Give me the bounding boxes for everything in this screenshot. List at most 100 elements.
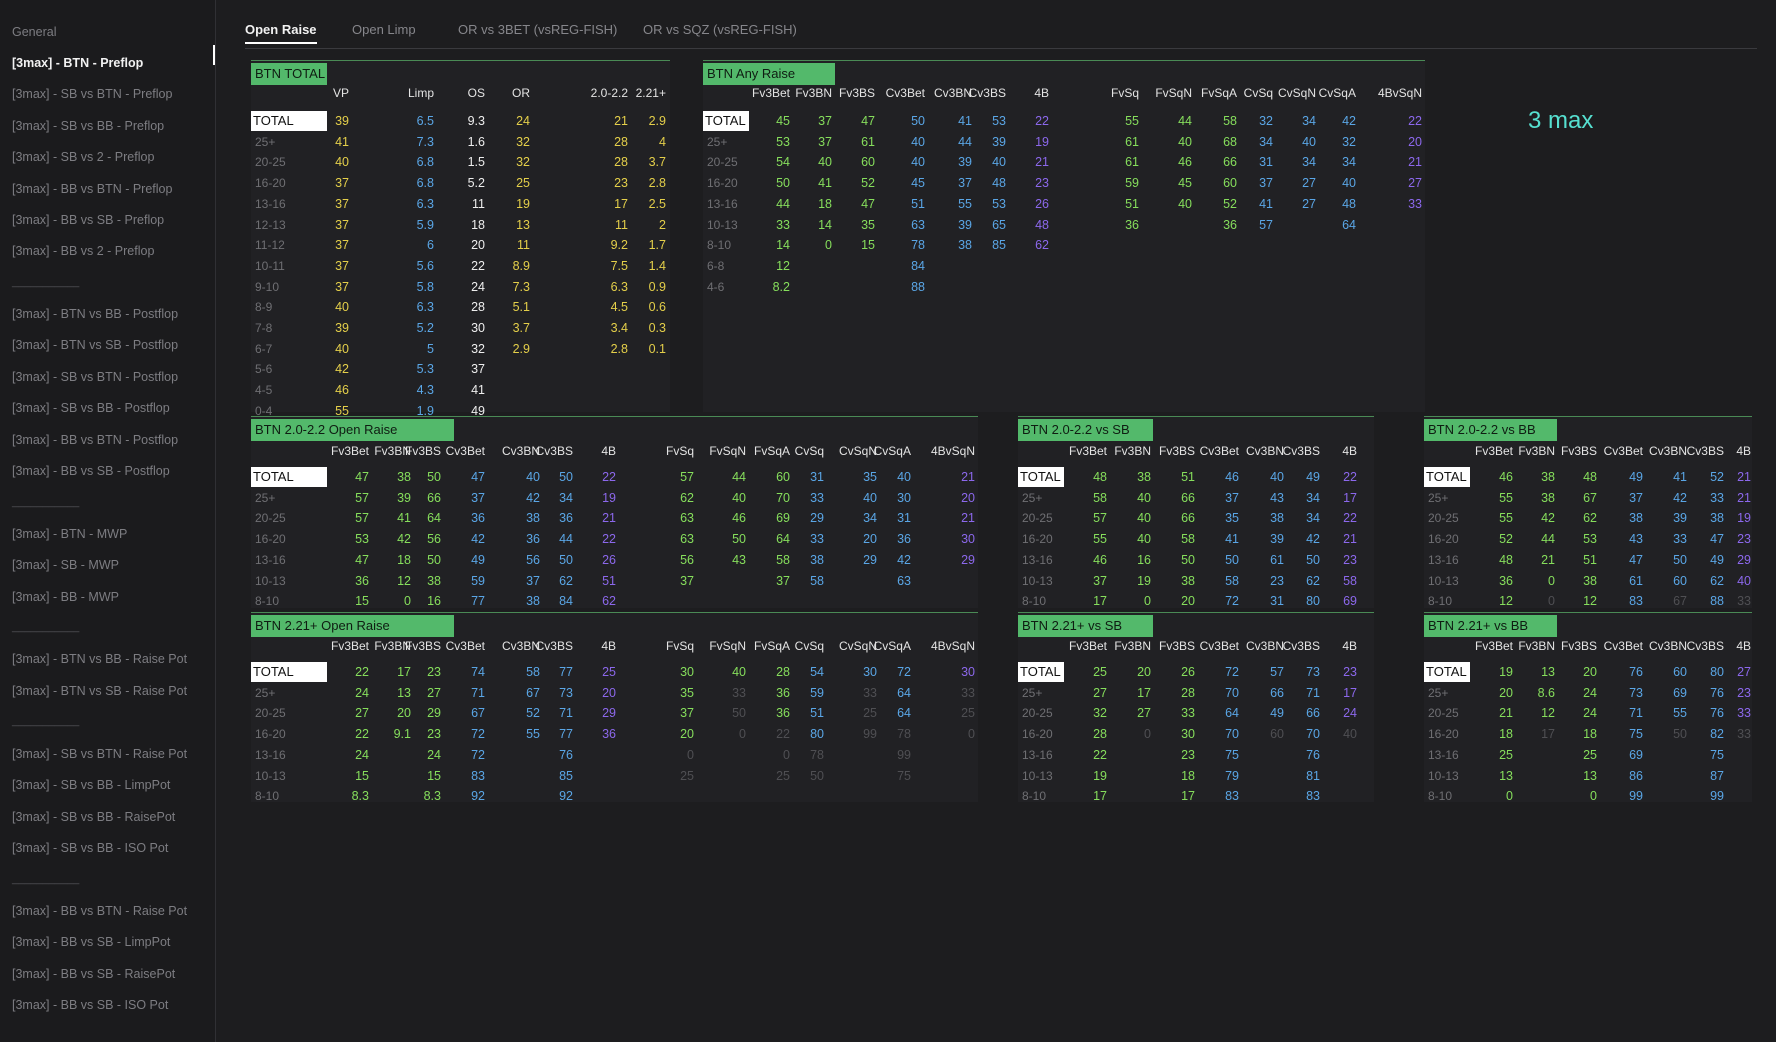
- stat-cell: 38: [427, 573, 441, 588]
- column-header: CvSq: [794, 444, 824, 458]
- sidebar-separator: ___________: [12, 496, 80, 508]
- stat-cell: 21: [1737, 490, 1751, 505]
- sidebar-item[interactable]: [3max] - SB vs BB - Preflop: [12, 119, 165, 133]
- stat-cell: 72: [1225, 594, 1239, 609]
- column-header: Fv3BN: [1518, 444, 1555, 458]
- sidebar-item[interactable]: [3max] - BB vs SB - ISO Pot: [12, 998, 169, 1012]
- sidebar-item[interactable]: [3max] - BB vs SB - LimpPot: [12, 935, 171, 949]
- column-header: FvSqA: [753, 639, 790, 653]
- stat-cell: 2.8: [610, 341, 628, 356]
- sidebar-item[interactable]: General: [12, 25, 57, 39]
- sidebar-item[interactable]: [3max] - BTN - Preflop: [12, 56, 144, 70]
- total-row-label: TOTAL: [703, 111, 749, 131]
- sidebar-item[interactable]: [3max] - BB - MWP: [12, 590, 119, 604]
- sidebar-item[interactable]: [3max] - SB vs BB - LimpPot: [12, 778, 171, 792]
- stat-cell: 52: [1710, 470, 1724, 484]
- stat-cell: 19: [1499, 665, 1513, 679]
- stat-cell: 47: [1710, 532, 1724, 547]
- stat-cell: 27: [1093, 685, 1107, 700]
- sidebar-item[interactable]: [3max] - BB vs BTN - Raise Pot: [12, 904, 188, 918]
- stat-cell: 47: [1629, 552, 1643, 567]
- stat-cell: 48: [992, 176, 1006, 191]
- stat-cell: 34: [1302, 114, 1316, 128]
- stat-cell: 88: [1710, 594, 1724, 609]
- stat-cell: 21: [1035, 155, 1049, 170]
- row-label: 13-16: [255, 552, 286, 567]
- sidebar-item[interactable]: [3max] - SB vs BTN - Preflop: [12, 87, 173, 101]
- row-label: 10-13: [255, 768, 286, 783]
- stat-cell: 40: [992, 155, 1006, 170]
- stat-cell: 51: [911, 196, 925, 211]
- sidebar-item[interactable]: [3max] - SB vs BTN - Postflop: [12, 370, 179, 384]
- stat-cell: 6.5: [416, 114, 434, 128]
- sidebar-item[interactable]: [3max] - BB vs BTN - Postflop: [12, 433, 179, 447]
- row-label: 9-10: [255, 279, 280, 294]
- sidebar-item[interactable]: [3max] - SB vs BB - ISO Pot: [12, 841, 169, 855]
- sidebar-item[interactable]: [3max] - SB vs BTN - Raise Pot: [12, 747, 188, 761]
- stat-cell: 20: [1583, 665, 1597, 679]
- stat-cell: 27: [1302, 196, 1316, 211]
- tab-or-vs-sqz-vsreg-fish[interactable]: OR vs SQZ (vsREG-FISH): [643, 22, 797, 37]
- stat-cell: 26: [602, 552, 616, 567]
- stat-cell: 35: [863, 470, 877, 484]
- sidebar-item[interactable]: [3max] - SB vs BB - Postflop: [12, 401, 170, 415]
- sidebar-item[interactable]: [3max] - BTN vs BB - Postflop: [12, 307, 179, 321]
- row-label: 25+: [255, 685, 276, 700]
- stat-cell: 34: [1306, 511, 1320, 526]
- stat-cell: 46: [335, 383, 349, 398]
- sidebar-item[interactable]: [3max] - BTN vs SB - Raise Pot: [12, 684, 188, 698]
- stat-cell: 40: [911, 134, 925, 149]
- stat-cell: 8.3: [423, 789, 441, 804]
- row-label: 16-20: [255, 727, 286, 742]
- stat-cell: 29: [810, 511, 824, 526]
- sidebar-item[interactable]: [3max] - BTN vs SB - Postflop: [12, 338, 179, 352]
- stat-cell: 15: [861, 238, 875, 253]
- column-header: Cv3BN: [501, 444, 540, 458]
- stat-cell: 72: [471, 747, 485, 762]
- stat-cell: 77: [559, 727, 573, 742]
- sidebar-item[interactable]: [3max] - SB vs 2 - Preflop: [12, 150, 155, 164]
- stat-cell: 37: [335, 196, 349, 211]
- stat-cell: 29: [602, 706, 616, 721]
- tab-open-raise[interactable]: Open Raise: [245, 22, 317, 44]
- stat-cell: 42: [397, 532, 411, 547]
- stat-cell: 18: [1583, 727, 1597, 742]
- sidebar-item[interactable]: [3max] - BB vs BTN - Preflop: [12, 182, 173, 196]
- sidebar-item[interactable]: [3max] - SB - MWP: [12, 558, 119, 572]
- column-header: 4B: [1736, 444, 1751, 458]
- stat-cell: 24: [1583, 706, 1597, 721]
- stat-cell: 37: [335, 217, 349, 232]
- stat-cell: 21: [961, 470, 975, 484]
- stat-cell: 61: [1125, 134, 1139, 149]
- stat-cell: 88: [911, 279, 925, 294]
- sidebar-item[interactable]: [3max] - BB vs 2 - Preflop: [12, 244, 155, 258]
- sidebar-item[interactable]: [3max] - BTN vs BB - Raise Pot: [12, 652, 188, 666]
- stat-cell: 37: [335, 258, 349, 273]
- stat-cell: 60: [1270, 727, 1284, 742]
- stat-cell: 20: [1408, 134, 1422, 149]
- table-size-badge: 3 max: [1528, 107, 1594, 134]
- row-label: 16-20: [1428, 727, 1459, 742]
- sidebar-item[interactable]: [3max] - BB vs SB - Preflop: [12, 213, 165, 227]
- stat-cell: 55: [1125, 114, 1139, 128]
- sidebar-item[interactable]: [3max] - BB vs SB - Postflop: [12, 464, 170, 478]
- active-item-marker: [213, 45, 215, 65]
- stat-cell: 49: [1270, 706, 1284, 721]
- row-label: 20-25: [1428, 511, 1459, 526]
- column-header: 4BvSqN: [930, 639, 975, 653]
- sidebar-item[interactable]: [3max] - BTN - MWP: [12, 527, 128, 541]
- row-label: 13-16: [1022, 747, 1053, 762]
- stat-cell: 7.5: [610, 258, 628, 273]
- sidebar-item[interactable]: [3max] - BB vs SB - RaisePot: [12, 967, 176, 981]
- column-header: Cv3BN: [1245, 444, 1284, 458]
- stat-cell: 40: [1137, 532, 1151, 547]
- tab-or-vs-3bet-vsreg-fish[interactable]: OR vs 3BET (vsREG-FISH): [458, 22, 618, 37]
- sidebar-item[interactable]: [3max] - SB vs BB - RaisePot: [12, 810, 176, 824]
- stat-cell: 99: [897, 747, 911, 762]
- stat-cell: 87: [1710, 768, 1724, 783]
- stat-cell: 0.9: [648, 279, 666, 294]
- stat-cell: 17: [1343, 490, 1357, 505]
- stat-cell: 41: [1259, 196, 1273, 211]
- column-header: Cv3Bet: [1603, 444, 1643, 458]
- tab-open-limp[interactable]: Open Limp: [352, 22, 416, 37]
